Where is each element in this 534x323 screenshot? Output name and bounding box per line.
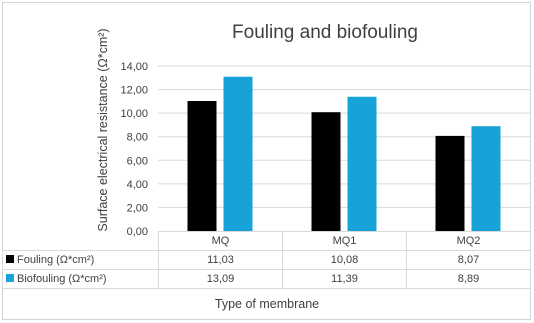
table-row-fouling: Fouling (Ω*cm²) 11,03 10,08 8,07 [2, 250, 531, 270]
y-tick-label: 4,00 [127, 179, 148, 191]
table-header-row: MQ MQ1 MQ2 [2, 231, 531, 251]
data-table: MQ MQ1 MQ2 Fouling (Ω*cm²) 11,03 10,08 8… [2, 231, 531, 289]
y-tick-label: 12,00 [120, 85, 148, 97]
bar-biofouling-mq [223, 76, 253, 231]
y-tick-label: 2,00 [127, 202, 148, 214]
chart-title: Fouling and biofouling [232, 22, 418, 43]
data-label: 8,89 [406, 269, 531, 289]
legend-entry-fouling: Fouling (Ω*cm²) [2, 250, 159, 270]
x-axis-label: Type of membrane [214, 297, 320, 311]
data-label: 10,08 [282, 250, 407, 270]
category-label: MQ [158, 231, 283, 251]
bar-fouling-mq2 [435, 135, 465, 231]
data-label: 13,09 [158, 269, 283, 289]
y-tick-label: 14,00 [120, 61, 148, 73]
legend-label: Biofouling (Ω*cm²) [17, 273, 107, 285]
bar-fouling-mq1 [311, 112, 341, 231]
bar-biofouling-mq1 [347, 96, 377, 231]
bar-fouling-mq [187, 101, 217, 231]
bar-biofouling-mq2 [471, 126, 501, 231]
legend-entry-biofouling: Biofouling (Ω*cm²) [2, 269, 159, 289]
category-label: MQ2 [406, 231, 531, 251]
legend-label: Fouling (Ω*cm²) [17, 254, 95, 266]
y-tick-label: 6,00 [127, 155, 148, 167]
data-label: 11,03 [158, 250, 283, 270]
y-tick-label: 8,00 [127, 132, 148, 144]
data-label: 11,39 [282, 269, 407, 289]
table-corner-cell [2, 231, 159, 251]
data-label: 8,07 [406, 250, 531, 270]
legend-swatch-fouling [6, 255, 14, 263]
category-label: MQ1 [282, 231, 407, 251]
table-row-biofouling: Biofouling (Ω*cm²) 13,09 11,39 8,89 [2, 269, 531, 289]
y-tick-label: 10,00 [120, 108, 148, 120]
legend-swatch-biofouling [6, 274, 14, 282]
